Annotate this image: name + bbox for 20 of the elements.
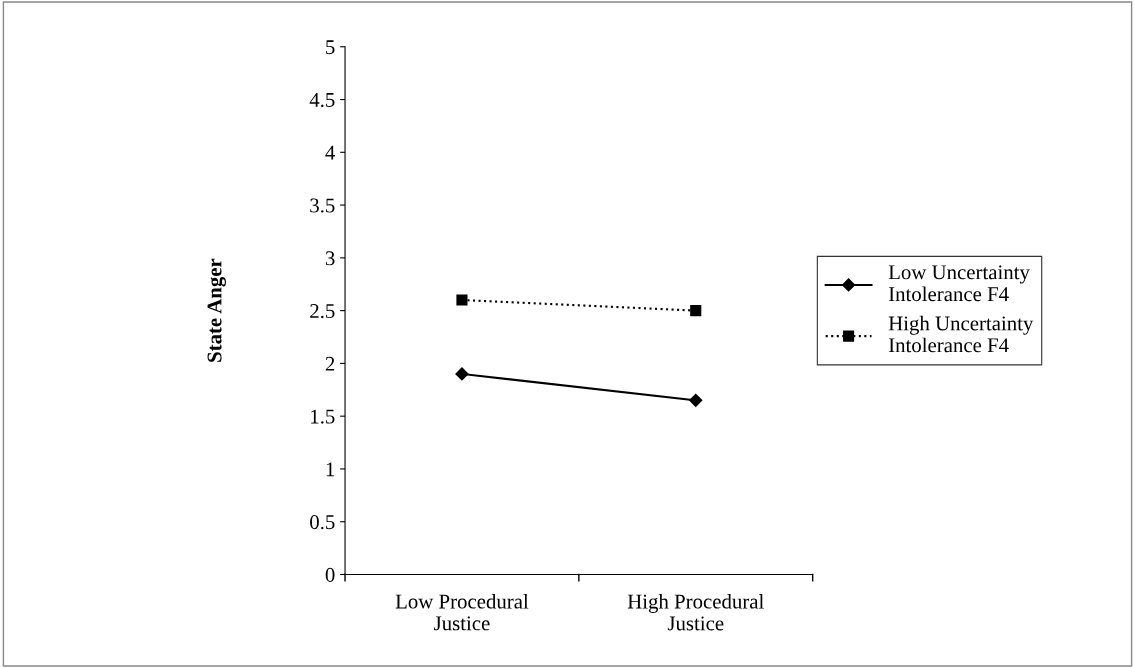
legend-label: Low Uncertainty Intolerance F4 — [888, 265, 1030, 302]
y-axis-title: State Anger — [207, 258, 226, 362]
legend-label: High Uncertainty Intolerance F4 — [888, 315, 1034, 353]
point — [690, 305, 702, 317]
y-tick-label: 2 — [325, 356, 335, 371]
y-tick-label: 3.5 — [310, 198, 335, 213]
y-tick-label: 0.5 — [310, 515, 335, 530]
point — [689, 393, 703, 407]
y-tick-label: 5 — [326, 40, 335, 55]
y-tick-label: 0 — [325, 567, 335, 582]
y-tick-label: 1 — [326, 462, 335, 477]
x-tick-label: High Procedural Justice — [627, 593, 764, 631]
y-tick-label: 1.5 — [311, 409, 335, 424]
point — [455, 367, 469, 381]
point — [456, 294, 468, 306]
y-tick-label: 3 — [325, 251, 335, 266]
y-tick-label: 4 — [325, 145, 335, 160]
x-tick-label: Low Procedural Justice — [395, 593, 529, 631]
y-tick-label: 4.5 — [309, 93, 335, 108]
y-tick-label: 2.5 — [310, 304, 335, 319]
